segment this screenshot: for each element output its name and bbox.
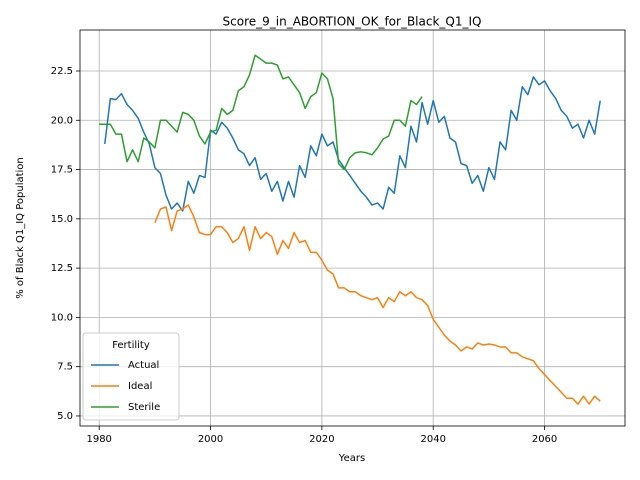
legend-label: Sterile bbox=[128, 402, 160, 413]
y-tick-label: 17.5 bbox=[51, 165, 73, 176]
y-axis-label: % of Black Q1_IQ Population bbox=[15, 157, 26, 299]
y-tick-label: 15.0 bbox=[51, 214, 73, 225]
x-tick-label: 2060 bbox=[532, 434, 557, 445]
legend-label: Ideal bbox=[128, 381, 152, 392]
line-series bbox=[154, 204, 601, 405]
y-tick-label: 5.0 bbox=[57, 411, 73, 422]
y-tick-label: 12.5 bbox=[51, 263, 73, 274]
legend-box bbox=[82, 332, 180, 421]
y-tick-label: 10.0 bbox=[51, 312, 73, 323]
x-tick-label: 2040 bbox=[420, 434, 445, 445]
axes-frame bbox=[79, 29, 626, 427]
line-series bbox=[99, 54, 423, 171]
x-tick-label: 2000 bbox=[198, 434, 223, 445]
legend-label: Actual bbox=[128, 360, 159, 371]
y-tick-label: 20.0 bbox=[51, 115, 73, 126]
line-series bbox=[104, 76, 601, 212]
y-tick-label: 7.5 bbox=[57, 362, 73, 373]
x-tick-label: 1980 bbox=[86, 434, 111, 445]
x-axis-label: Years bbox=[338, 453, 365, 464]
y-tick-label: 22.5 bbox=[51, 66, 73, 77]
legend-title: Fertility bbox=[112, 340, 150, 351]
x-tick-label: 2020 bbox=[309, 434, 334, 445]
chart-title: Score_9_in_ABORTION_OK_for_Black_Q1_IQ bbox=[223, 15, 482, 29]
